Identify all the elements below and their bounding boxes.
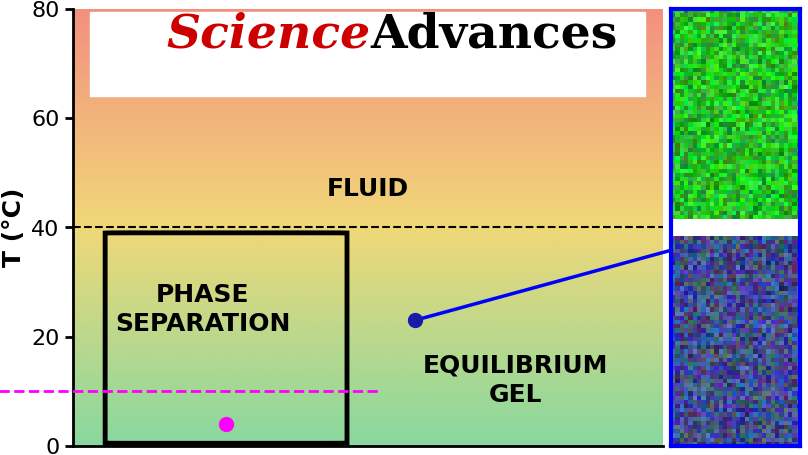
Text: Advances: Advances (371, 12, 618, 58)
Bar (90, 12, 645, 96)
Text: PHASE
SEPARATION: PHASE SEPARATION (115, 283, 290, 336)
Y-axis label: T (°C): T (°C) (2, 188, 26, 267)
Text: EQUILIBRIUM
GEL: EQUILIBRIUM GEL (423, 354, 608, 407)
Text: FLUID: FLUID (326, 177, 409, 201)
Text: Science: Science (166, 12, 371, 58)
